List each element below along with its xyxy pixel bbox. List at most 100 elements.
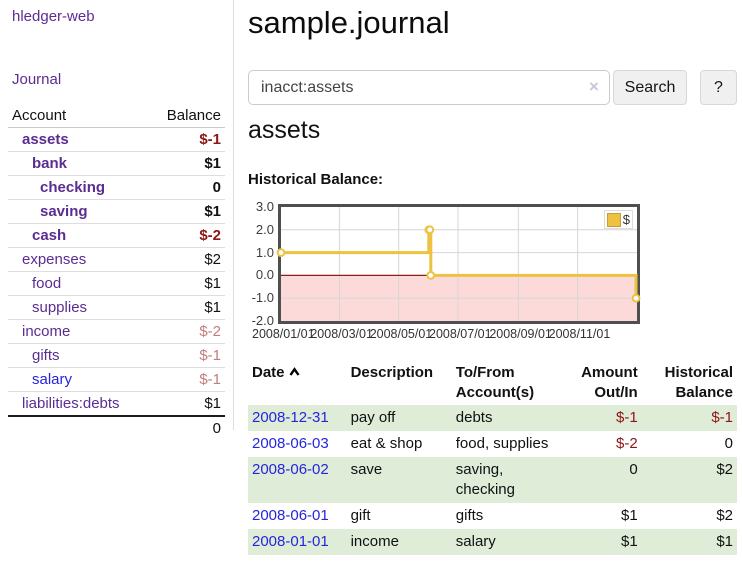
account-row-checking: checking 0 bbox=[8, 175, 225, 200]
sort-ascending-icon bbox=[289, 367, 300, 376]
account-link-saving[interactable]: saving bbox=[40, 203, 88, 220]
register-row: 2008-06-01 gift gifts $1 $2 bbox=[248, 503, 737, 529]
accounts-total-row: 0 bbox=[8, 415, 225, 440]
register-row: 2008-06-03 eat & shop food, supplies $-2… bbox=[248, 431, 737, 457]
search-input[interactable] bbox=[248, 70, 610, 105]
transaction-balance: $-1 bbox=[711, 409, 733, 426]
account-balance: $1 bbox=[149, 391, 225, 417]
chart-title: Historical Balance: bbox=[248, 171, 384, 188]
register-row: 2008-12-31 pay off debts $-1 $-1 bbox=[248, 405, 737, 431]
account-row-assets: assets $-1 bbox=[8, 127, 225, 152]
y-axis-label: -1.0 bbox=[251, 290, 274, 306]
transaction-description: eat & shop bbox=[350, 435, 423, 452]
account-link-expenses[interactable]: expenses bbox=[22, 251, 87, 268]
transaction-amount: $-1 bbox=[616, 409, 638, 426]
account-row-income: income $-2 bbox=[8, 319, 225, 344]
x-axis-label: 2008/01/01 bbox=[252, 327, 315, 341]
transaction-accounts: food, supplies bbox=[455, 435, 549, 452]
account-row-saving: saving $1 bbox=[8, 199, 225, 224]
register-row: 2008-06-02 save saving, checking 0 $2 bbox=[248, 457, 737, 503]
account-row-bank: bank $1 bbox=[8, 151, 225, 176]
account-balance: $-1 bbox=[149, 343, 225, 368]
transaction-date-link[interactable]: 2008-01-01 bbox=[252, 533, 329, 550]
y-axis-label: 2.0 bbox=[255, 221, 274, 237]
transaction-date-link[interactable]: 2008-06-03 bbox=[252, 435, 329, 452]
register-table: Date Description To/From Account(s) Amou… bbox=[248, 361, 737, 555]
transaction-amount: 0 bbox=[629, 461, 638, 478]
transaction-description: save bbox=[350, 461, 383, 478]
account-row-salary: salary $-1 bbox=[8, 367, 225, 392]
account-balance: $2 bbox=[149, 247, 225, 272]
account-row-expenses: expenses $2 bbox=[8, 247, 225, 272]
register-header-accounts[interactable]: To/From Account(s) bbox=[455, 364, 535, 401]
account-link-food[interactable]: food bbox=[32, 275, 62, 292]
transaction-balance: $2 bbox=[716, 507, 733, 524]
account-balance: $-2 bbox=[149, 319, 225, 344]
search-button[interactable]: Search bbox=[613, 70, 687, 105]
y-axis-label: 3.0 bbox=[255, 199, 274, 214]
account-balance: $1 bbox=[149, 271, 225, 296]
legend-label: $ bbox=[622, 212, 630, 227]
accounts-header-balance: Balance bbox=[149, 104, 225, 128]
account-link-income[interactable]: income bbox=[22, 323, 71, 340]
account-heading: assets bbox=[248, 116, 321, 144]
transaction-date-link[interactable]: 2008-06-01 bbox=[252, 507, 329, 524]
account-link-gifts[interactable]: gifts bbox=[32, 347, 60, 364]
register-header-date[interactable]: Date bbox=[248, 361, 347, 405]
sidebar-item-journal[interactable]: Journal bbox=[12, 71, 62, 88]
account-balance: $1 bbox=[149, 199, 225, 224]
transaction-balance: $1 bbox=[716, 533, 733, 550]
transaction-amount: $-2 bbox=[616, 435, 638, 452]
accounts-table-header: Account Balance bbox=[8, 104, 225, 128]
y-axis-label: 1.0 bbox=[255, 244, 274, 260]
account-row-supplies: supplies $1 bbox=[8, 295, 225, 320]
account-link-cash[interactable]: cash bbox=[32, 227, 67, 244]
account-row-cash: cash $-2 bbox=[8, 223, 225, 248]
x-axis-label: 2008/09/01 bbox=[489, 327, 552, 341]
transaction-accounts: salary bbox=[455, 533, 496, 550]
x-axis-label: 2008/11/01 bbox=[548, 327, 611, 341]
transaction-accounts: debts bbox=[455, 409, 493, 426]
register-header-description[interactable]: Description bbox=[350, 364, 434, 381]
account-link-checking[interactable]: checking bbox=[40, 179, 106, 196]
accounts-total-value: 0 bbox=[149, 415, 225, 440]
account-balance: $-1 bbox=[149, 367, 225, 392]
transaction-amount: $1 bbox=[621, 507, 638, 524]
series-swatch-icon bbox=[606, 212, 621, 227]
account-link-assets[interactable]: assets bbox=[22, 131, 69, 148]
transaction-description: income bbox=[350, 533, 399, 550]
account-row-food: food $1 bbox=[8, 271, 225, 296]
sidebar: hledger-web Journal Account Balance asse… bbox=[0, 0, 234, 440]
transaction-description: pay off bbox=[350, 409, 396, 426]
account-link-bank[interactable]: bank bbox=[32, 155, 68, 172]
transaction-description: gift bbox=[350, 507, 371, 524]
help-button[interactable]: ? bbox=[700, 70, 737, 105]
account-balance: $-1 bbox=[149, 127, 225, 152]
chart-legend: $ bbox=[603, 210, 633, 229]
account-balance: $1 bbox=[149, 151, 225, 176]
chart-canvas bbox=[276, 207, 641, 321]
account-balance: 0 bbox=[149, 175, 225, 200]
search-form: × Search ? bbox=[248, 70, 737, 105]
account-link-liabilities-debts[interactable]: liabilities:debts bbox=[22, 395, 120, 412]
x-axis-label: 2008/07/01 bbox=[429, 327, 492, 341]
account-link-salary[interactable]: salary bbox=[32, 371, 73, 388]
accounts-table: Account Balance assets $-1 bank $1 check… bbox=[8, 104, 225, 440]
account-balance: $1 bbox=[149, 295, 225, 320]
transaction-date-link[interactable]: 2008-06-02 bbox=[252, 461, 329, 478]
account-row-liabilities-debts: liabilities:debts $1 bbox=[8, 391, 225, 417]
register-header-amount[interactable]: Amount Out/In bbox=[581, 364, 638, 401]
transaction-date-link[interactable]: 2008-12-31 bbox=[252, 409, 329, 426]
x-axis-label: 2008/03/01 bbox=[310, 327, 373, 341]
register-row: 2008-01-01 income salary $1 $1 bbox=[248, 529, 737, 555]
register-header-row: Date Description To/From Account(s) Amou… bbox=[248, 361, 737, 405]
register-header-balance[interactable]: Historical Balance bbox=[664, 364, 733, 401]
page-title: sample.journal bbox=[248, 5, 450, 40]
transaction-amount: $1 bbox=[621, 533, 638, 550]
accounts-header-account: Account bbox=[8, 104, 150, 128]
y-axis-label: -2.0 bbox=[251, 313, 274, 328]
brand-link[interactable]: hledger-web bbox=[12, 8, 95, 25]
clear-search-icon[interactable]: × bbox=[589, 77, 599, 96]
account-link-supplies[interactable]: supplies bbox=[32, 299, 88, 316]
